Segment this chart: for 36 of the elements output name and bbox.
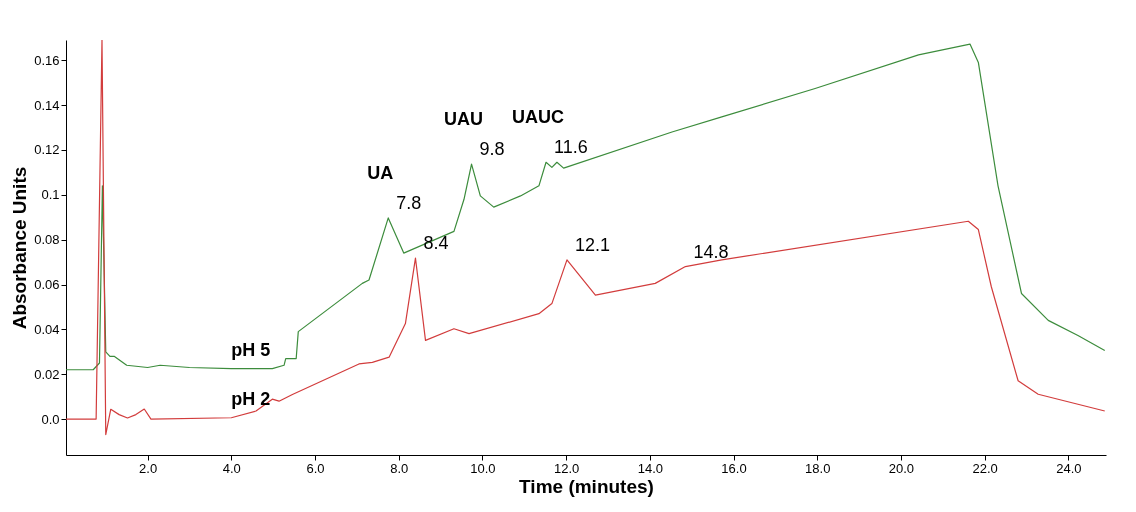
x-axis-title: Time (minutes) [519,475,654,497]
annotation: UAU [444,109,484,130]
line-series [66,43,1106,371]
annotation: UAUC [512,107,565,128]
annotation: 9.8 [479,139,505,160]
x-tick-label: 24.0 [1056,460,1082,476]
annotation: 11.6 [554,137,588,158]
annotation: 12.1 [574,234,610,255]
y-tick-label: 0.1 [41,187,60,203]
x-tick-label: 2.0 [139,460,158,476]
series-label: pH 5 [231,339,271,360]
x-tick-label: 6.0 [306,460,325,476]
x-tick-label: 22.0 [972,460,998,476]
y-tick-label: 0.04 [34,321,60,337]
y-tick-label: 0.06 [34,277,60,293]
series-label: pH 2 [231,388,271,409]
x-tick-label: 20.0 [888,460,915,476]
annotation: 8.4 [423,233,449,254]
x-tick-label: 8.0 [390,460,409,476]
x-tick-label: 16.0 [721,460,747,476]
x-tick-label: 14.0 [637,460,663,476]
y-tick-label: 0.0 [41,411,60,427]
annotation: UA [367,162,394,183]
y-tick-label: 0.12 [34,142,60,158]
x-tick-label: 12.0 [553,460,580,476]
y-tick-label: 0.08 [34,232,60,248]
y-tick-label: 0.14 [34,97,60,113]
annotation: 7.8 [396,192,422,213]
annotation: 14.8 [693,241,729,262]
y-tick-label: 0.16 [34,52,60,68]
line-series [66,40,1106,436]
y-axis-title: Absorbance Units [9,166,31,330]
x-tick-label: 18.0 [805,460,831,476]
y-tick-label: 0.02 [34,366,60,382]
x-tick-label: 10.0 [470,460,496,476]
x-tick-label: 4.0 [222,460,241,476]
